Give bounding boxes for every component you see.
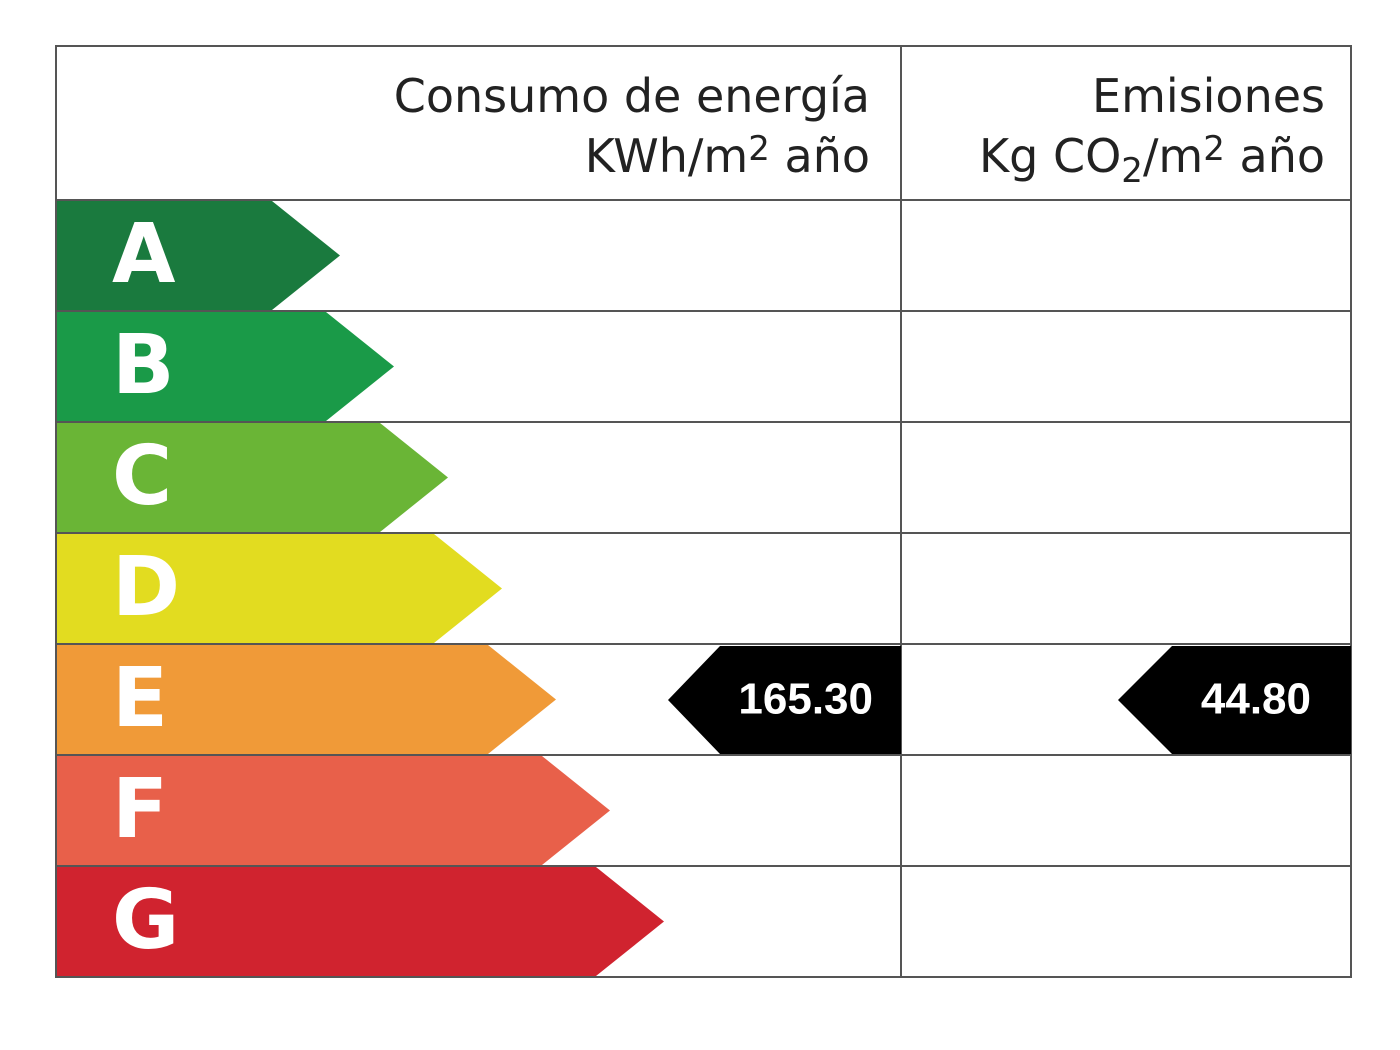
unit-sub: 2 (1121, 151, 1143, 191)
grade-letter: B (112, 318, 175, 413)
unit-part: KWh/m (585, 129, 748, 183)
grade-arrow (57, 756, 610, 865)
grade-letter: F (112, 762, 168, 857)
grade-letter: D (112, 540, 180, 635)
grade-arrow (57, 423, 448, 532)
emissions-unit: Kg CO2/m2 año (979, 129, 1325, 191)
unit-part: año (1225, 129, 1325, 183)
grade-arrow (57, 312, 394, 421)
energy-title: Consumo de energía (394, 69, 870, 123)
unit-part: /m (1143, 129, 1203, 183)
grade-arrow (57, 201, 340, 310)
grade-letter: C (112, 429, 172, 524)
emissions-title: Emisiones (1092, 69, 1325, 123)
grade-letter: A (112, 207, 176, 302)
grade-letter: E (112, 651, 168, 746)
grade-arrow (57, 867, 664, 976)
rating-value: 165.30 (738, 675, 873, 724)
unit-part: Kg CO (979, 129, 1121, 183)
grade-letter: G (112, 873, 179, 968)
unit-part: año (770, 129, 870, 183)
unit-sup: 2 (1203, 129, 1225, 169)
rating-marker (668, 646, 901, 754)
grade-arrow (57, 645, 556, 754)
rating-marker (1118, 646, 1351, 754)
energy-unit: KWh/m2 año (585, 129, 870, 183)
unit-sup: 2 (748, 129, 770, 169)
rating-value: 44.80 (1201, 675, 1311, 724)
grade-arrow (57, 534, 502, 643)
